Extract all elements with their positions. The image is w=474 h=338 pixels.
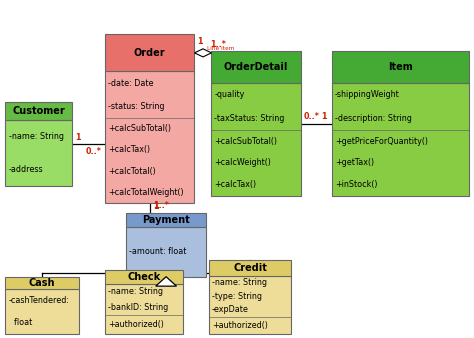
Text: Credit: Credit — [233, 263, 267, 273]
FancyBboxPatch shape — [211, 83, 301, 196]
Text: +getTax(): +getTax() — [335, 159, 374, 168]
Text: -expDate: -expDate — [212, 305, 249, 314]
FancyBboxPatch shape — [126, 213, 206, 227]
Text: -type: String: -type: String — [212, 292, 262, 301]
Text: -bankID: String: -bankID: String — [108, 303, 168, 312]
Text: 0..*: 0..* — [86, 147, 101, 156]
Polygon shape — [194, 49, 211, 57]
Text: 0..*: 0..* — [303, 112, 319, 121]
Text: Customer: Customer — [12, 106, 65, 116]
Text: +calcSubTotal(): +calcSubTotal() — [108, 124, 171, 133]
Text: +calcWeight(): +calcWeight() — [214, 159, 271, 168]
Text: 1..*: 1..* — [153, 201, 169, 210]
Text: -amount: float: -amount: float — [129, 247, 187, 256]
Text: Check: Check — [127, 272, 160, 282]
FancyBboxPatch shape — [5, 289, 79, 334]
Text: 1: 1 — [153, 202, 158, 211]
Text: Payment: Payment — [142, 215, 190, 225]
Text: Cash: Cash — [29, 278, 55, 288]
Text: +calcSubTotal(): +calcSubTotal() — [214, 137, 277, 146]
Text: 1: 1 — [197, 38, 202, 46]
Text: +calcTax(): +calcTax() — [108, 145, 150, 154]
FancyBboxPatch shape — [126, 227, 206, 277]
Text: +inStock(): +inStock() — [335, 180, 377, 190]
Text: -shippingWeight: -shippingWeight — [335, 90, 400, 99]
Text: -taxStatus: String: -taxStatus: String — [214, 114, 285, 123]
FancyBboxPatch shape — [331, 83, 469, 196]
Text: 1: 1 — [75, 133, 81, 142]
Text: +authorized(): +authorized() — [212, 321, 268, 330]
Text: -status: String: -status: String — [108, 102, 164, 111]
FancyBboxPatch shape — [209, 276, 292, 334]
Text: 1: 1 — [321, 112, 327, 121]
Text: -quality: -quality — [214, 90, 245, 99]
Text: Line item: Line item — [208, 46, 235, 50]
FancyBboxPatch shape — [5, 120, 72, 186]
Text: Item: Item — [388, 62, 412, 72]
Text: Order: Order — [134, 48, 165, 58]
FancyBboxPatch shape — [5, 277, 79, 289]
Text: +calcTotalWeight(): +calcTotalWeight() — [108, 188, 183, 197]
Text: -name: String: -name: String — [212, 279, 267, 287]
FancyBboxPatch shape — [331, 51, 469, 83]
FancyBboxPatch shape — [105, 270, 182, 284]
Text: -date: Date: -date: Date — [108, 79, 154, 88]
FancyBboxPatch shape — [105, 284, 182, 334]
FancyBboxPatch shape — [5, 102, 72, 120]
Text: -name: String: -name: String — [9, 132, 64, 141]
Text: 1..*: 1..* — [210, 40, 226, 49]
Text: float: float — [9, 318, 32, 327]
Text: -address: -address — [9, 165, 43, 174]
Text: +authorized(): +authorized() — [108, 320, 164, 329]
FancyBboxPatch shape — [209, 260, 292, 276]
Text: -description: String: -description: String — [335, 114, 412, 123]
FancyBboxPatch shape — [105, 71, 194, 203]
FancyBboxPatch shape — [211, 51, 301, 83]
Text: -cashTendered:: -cashTendered: — [9, 296, 70, 305]
FancyBboxPatch shape — [105, 34, 194, 71]
Polygon shape — [156, 277, 176, 286]
Text: +getPriceForQuantity(): +getPriceForQuantity() — [335, 137, 428, 146]
Text: -name: String: -name: String — [108, 287, 163, 296]
Text: OrderDetail: OrderDetail — [224, 62, 288, 72]
Text: +calcTotal(): +calcTotal() — [108, 167, 156, 175]
Text: +calcTax(): +calcTax() — [214, 180, 256, 190]
